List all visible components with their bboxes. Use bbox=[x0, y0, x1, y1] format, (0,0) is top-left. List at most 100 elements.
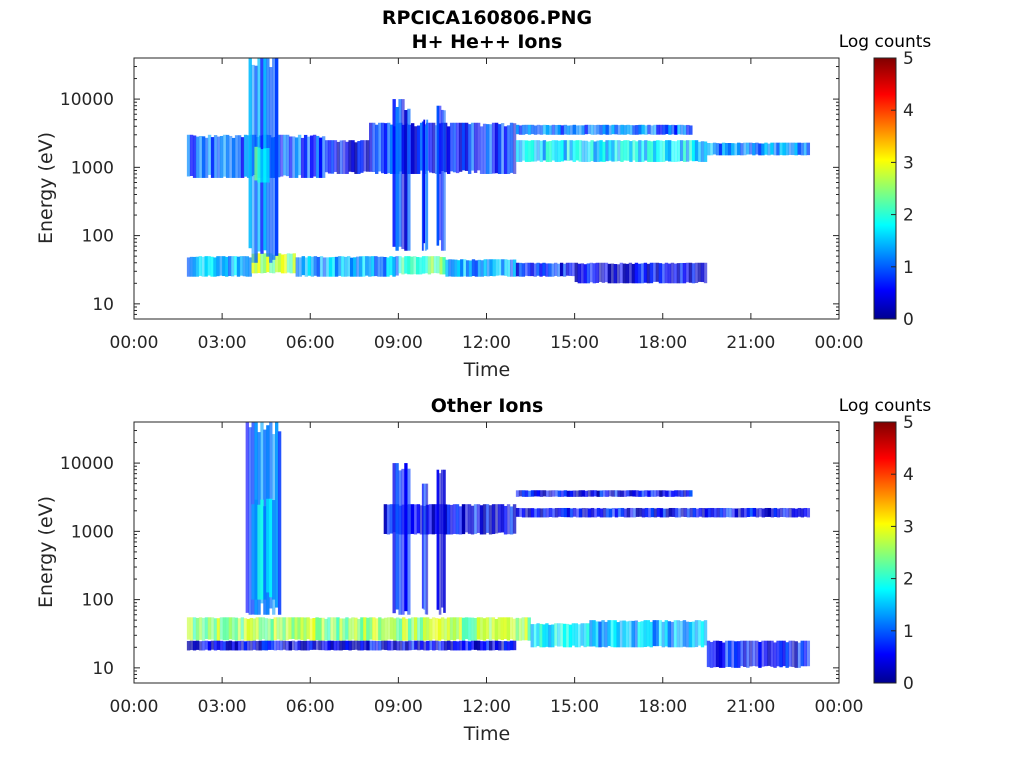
spectrogram-cell bbox=[545, 124, 550, 135]
spectrogram-cell bbox=[291, 136, 296, 178]
spectrogram-cell bbox=[263, 506, 267, 600]
spectrogram-cell bbox=[312, 618, 316, 641]
spectrogram-cell bbox=[297, 640, 301, 651]
spectrogram-cell bbox=[438, 473, 442, 615]
spectrogram-cell bbox=[548, 125, 553, 135]
spectrogram-cell bbox=[662, 124, 666, 135]
spectrogram-cell bbox=[282, 134, 287, 176]
spectrogram-cell bbox=[252, 640, 257, 650]
spectrogram-cell bbox=[319, 256, 324, 277]
spectrogram-cell bbox=[494, 122, 499, 174]
spectrogram-cell bbox=[309, 618, 313, 641]
spectrogram-cell bbox=[333, 140, 338, 172]
spectrogram-cell bbox=[452, 122, 457, 173]
spectrogram-cell bbox=[661, 621, 666, 648]
spectrogram-cell bbox=[267, 640, 272, 650]
spectrogram-cell bbox=[363, 617, 367, 641]
spectrogram-cell bbox=[595, 621, 599, 648]
x-tick-label: 18:00 bbox=[638, 697, 687, 717]
spectrogram-cell bbox=[275, 253, 279, 273]
spectrogram-cell bbox=[380, 256, 384, 277]
spectrogram-cell bbox=[277, 253, 282, 273]
spectrogram-cell bbox=[659, 508, 664, 518]
spectrogram-cell bbox=[689, 507, 694, 518]
spectrogram-cell bbox=[225, 617, 230, 641]
spectrogram-cell bbox=[641, 140, 645, 162]
spectrogram-cell bbox=[216, 256, 220, 277]
spectrogram-cell bbox=[524, 140, 529, 162]
spectrogram-cell bbox=[298, 257, 303, 277]
spectrogram-cell bbox=[288, 136, 293, 178]
spectrogram-cell bbox=[251, 64, 255, 263]
y-tick-label: 1000 bbox=[71, 158, 114, 178]
spectrogram-cell bbox=[500, 641, 505, 651]
spectrogram-cell bbox=[440, 109, 444, 251]
spectrogram-cell bbox=[628, 262, 633, 284]
spectrogram-cell bbox=[228, 256, 232, 276]
spectrogram-cell bbox=[390, 640, 394, 651]
spectrogram-cell bbox=[551, 490, 556, 497]
spectrogram-cell bbox=[207, 256, 211, 276]
spectrogram-cell bbox=[700, 621, 705, 648]
spectrogram-cell bbox=[533, 125, 538, 135]
spectrogram-cell bbox=[755, 508, 760, 518]
spectrogram-cell bbox=[662, 490, 666, 497]
spectrogram-cell bbox=[436, 256, 440, 274]
spectrogram-cell bbox=[272, 500, 276, 600]
spectrogram-cell bbox=[724, 143, 729, 156]
colorbar-tick-label: 1 bbox=[903, 622, 914, 642]
spectrogram-cell bbox=[656, 124, 660, 135]
spectrogram-cell bbox=[207, 617, 212, 640]
spectrogram-cell bbox=[414, 617, 418, 641]
spectrogram-cell bbox=[309, 640, 313, 650]
spectrogram-cell bbox=[260, 499, 264, 600]
spectrogram-cell bbox=[803, 507, 808, 517]
spectrogram-cell bbox=[653, 124, 657, 135]
spectrogram-cell bbox=[611, 490, 615, 497]
spectrogram-cell bbox=[617, 507, 622, 517]
y-tick-label: 100 bbox=[82, 227, 114, 247]
spectrogram-cell bbox=[619, 620, 623, 648]
colorbar-1-label: Log counts bbox=[839, 32, 932, 52]
spectrogram-cell bbox=[740, 508, 745, 518]
spectrogram-cell bbox=[668, 125, 672, 135]
spectrogram-cell bbox=[413, 256, 417, 275]
spectrogram-cell bbox=[375, 641, 379, 651]
spectrogram-cell bbox=[604, 262, 609, 283]
spectrogram-cell bbox=[715, 143, 720, 156]
spectrogram-cell bbox=[494, 504, 499, 534]
spectrogram-cell bbox=[524, 124, 529, 135]
spectrogram-cell bbox=[488, 640, 493, 651]
spectrogram-cell bbox=[625, 263, 630, 284]
spectrogram-cell bbox=[408, 618, 412, 641]
spectrogram-cell bbox=[785, 142, 789, 156]
spectrogram-cell bbox=[743, 142, 747, 156]
spectrogram-cell bbox=[545, 508, 550, 518]
spectrogram-cell bbox=[548, 263, 552, 277]
spectrogram-cell bbox=[345, 141, 349, 174]
spectrogram-cell bbox=[339, 640, 343, 651]
spectrogram-cell bbox=[653, 490, 657, 497]
spectrogram-cell bbox=[595, 262, 600, 283]
spectrogram-cell bbox=[512, 259, 517, 277]
panel-other-spectrogram bbox=[186, 422, 811, 668]
spectrogram-cell bbox=[649, 621, 653, 648]
spectrogram-cell bbox=[325, 257, 330, 277]
spectrogram-cell bbox=[503, 126, 508, 174]
spectrogram-cell bbox=[354, 617, 358, 641]
colorbar-1-ticks: 0 1 2 3 4 5 bbox=[891, 49, 914, 330]
spectrogram-cell bbox=[346, 256, 351, 277]
spectrogram-cell bbox=[318, 137, 323, 178]
spectrogram-cell bbox=[724, 640, 729, 667]
spectrogram-cell bbox=[632, 490, 636, 497]
spectrogram-cell bbox=[336, 640, 340, 651]
spectrogram-cell bbox=[210, 617, 215, 640]
spectrogram-cell bbox=[569, 490, 574, 497]
spectrogram-cell bbox=[473, 122, 478, 173]
spectrogram-cell bbox=[476, 504, 481, 533]
spectrogram-cell bbox=[201, 617, 206, 641]
spectrogram-cell bbox=[390, 617, 394, 640]
spectrogram-cell bbox=[689, 125, 693, 135]
spectrogram-cell bbox=[704, 508, 709, 518]
spectrogram-cell bbox=[279, 640, 283, 651]
